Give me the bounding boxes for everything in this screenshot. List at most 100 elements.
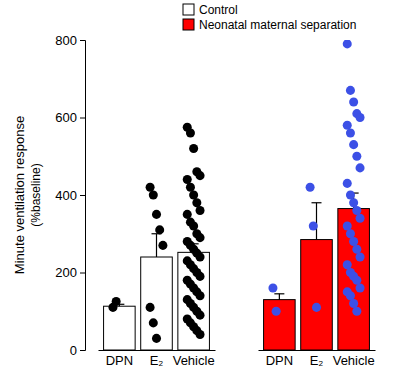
- data-point: [356, 214, 365, 223]
- data-point: [149, 318, 158, 327]
- y-axis-title: (%baseline): [29, 163, 43, 226]
- data-point: [349, 299, 358, 308]
- data-point: [189, 144, 198, 153]
- data-point: [183, 175, 192, 184]
- y-tick-label: 400: [55, 188, 77, 203]
- x-axis-line: [99, 350, 216, 351]
- y-tick-label: 800: [55, 33, 77, 48]
- legend: ControlNeonatal maternal separation: [183, 3, 356, 32]
- data-point: [346, 291, 355, 300]
- y-tick: 400: [55, 188, 85, 203]
- data-point: [356, 163, 365, 172]
- y-tick-mark: [80, 350, 85, 351]
- error-bar-stem: [156, 234, 157, 257]
- data-point: [356, 283, 365, 292]
- data-point: [196, 206, 205, 215]
- data-point: [352, 245, 361, 254]
- data-point: [356, 252, 365, 261]
- x-tick: DPN: [266, 353, 293, 368]
- x-axis: DPN E₂ Vehicle: [259, 351, 376, 368]
- data-point: [352, 206, 361, 215]
- x-tick: E₂: [310, 353, 324, 368]
- data-point: [349, 198, 358, 207]
- x-tick-label: E₂: [150, 353, 164, 368]
- x-axis-line: [259, 350, 376, 351]
- x-tick-label: DPN: [266, 353, 293, 368]
- data-point: [155, 225, 164, 234]
- data-point: [158, 241, 167, 250]
- y-tick-mark: [80, 273, 85, 274]
- y-tick-mark: [80, 118, 85, 119]
- chart: 0 200 400 600 800 Minute ventilation response…: [0, 0, 400, 381]
- legend-swatch: [183, 19, 194, 30]
- data-point: [343, 121, 352, 130]
- y-tick: 200: [55, 265, 85, 280]
- x-tick-label: E₂: [310, 353, 324, 368]
- data-point: [196, 330, 205, 339]
- bar: [338, 209, 370, 350]
- data-point: [152, 334, 161, 343]
- data-point: [352, 152, 361, 161]
- legend-item: Neonatal maternal separation: [183, 18, 356, 32]
- x-tick-label: Vehicle: [333, 353, 375, 368]
- y-axis-line: [80, 41, 86, 351]
- data-point: [183, 210, 192, 219]
- data-point: [309, 221, 318, 230]
- data-point: [186, 183, 195, 192]
- legend-item: Control: [183, 3, 238, 17]
- data-point: [186, 128, 195, 137]
- error-bar-cap: [312, 202, 322, 203]
- bar: [178, 252, 210, 350]
- bar: [301, 240, 333, 350]
- y-tick-label: 200: [55, 265, 77, 280]
- error-bar-stem: [279, 294, 280, 300]
- data-point: [306, 183, 315, 192]
- y-tick-mark: [80, 40, 85, 41]
- error-bar: [312, 203, 322, 240]
- data-point: [346, 229, 355, 238]
- bar: [264, 300, 296, 350]
- data-point: [196, 291, 205, 300]
- bar: [141, 257, 173, 350]
- x-tick: E₂: [150, 353, 164, 368]
- y-tick-label: 0: [70, 343, 77, 358]
- data-point: [352, 307, 361, 316]
- x-tick: Vehicle: [173, 353, 215, 368]
- plot-area: [104, 40, 370, 350]
- x-axis: DPN E₂ Vehicle: [99, 351, 216, 368]
- x-tick-label: DPN: [106, 353, 133, 368]
- data-point: [356, 113, 365, 122]
- x-tick: DPN: [106, 353, 133, 368]
- error-bar-cap: [274, 293, 284, 294]
- bar: [104, 306, 136, 350]
- legend-label: Neonatal maternal separation: [199, 18, 356, 32]
- data-point: [312, 303, 321, 312]
- x-tick-label: Vehicle: [173, 353, 215, 368]
- data-point: [343, 260, 352, 269]
- error-bar: [274, 294, 284, 300]
- data-point: [346, 86, 355, 95]
- data-point: [268, 283, 277, 292]
- y-tick: 0: [70, 343, 85, 358]
- data-point: [343, 40, 352, 48]
- data-point: [189, 221, 198, 230]
- y-axis: 0 200 400 600 800: [55, 33, 85, 358]
- y-axis-title: Minute ventilation response: [12, 116, 27, 274]
- data-point: [346, 128, 355, 137]
- data-point: [196, 171, 205, 180]
- y-tick: 800: [55, 33, 85, 48]
- data-point: [349, 237, 358, 246]
- error-bar-stem: [316, 203, 317, 240]
- legend-swatch: [183, 4, 194, 15]
- data-point: [346, 190, 355, 199]
- data-point: [196, 252, 205, 261]
- y-tick-mark: [80, 195, 85, 196]
- data-point: [192, 198, 201, 207]
- data-point: [149, 190, 158, 199]
- data-point: [352, 276, 361, 285]
- y-tick: 600: [55, 110, 85, 125]
- data-point: [343, 221, 352, 230]
- data-point: [349, 97, 358, 106]
- data-point: [196, 272, 205, 281]
- data-point: [196, 311, 205, 320]
